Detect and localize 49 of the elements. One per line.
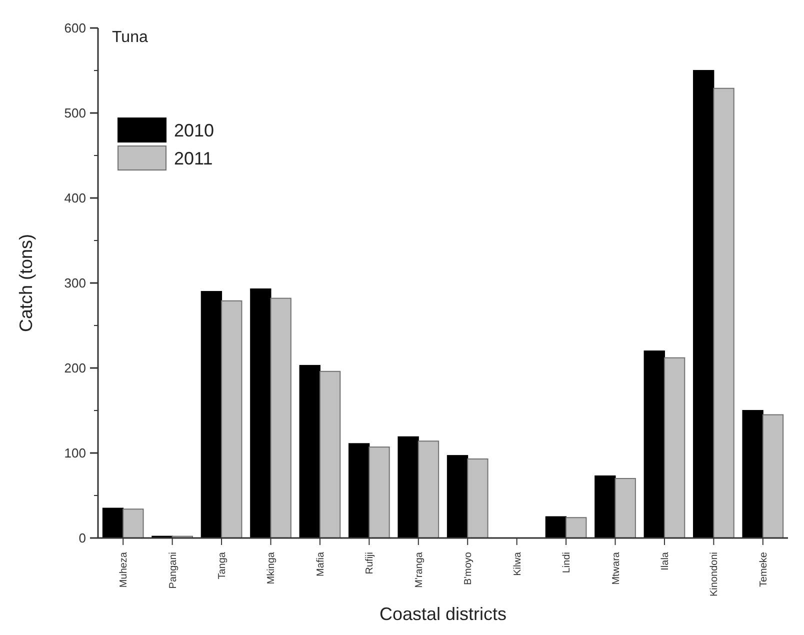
bar [566, 517, 587, 538]
bar [594, 475, 616, 538]
y-tick-label: 500 [64, 106, 86, 121]
bar [446, 455, 468, 538]
legend-label: 2011 [174, 148, 213, 168]
y-tick-label: 100 [64, 446, 86, 461]
bar [200, 291, 222, 538]
bar [299, 364, 320, 538]
bar [221, 300, 242, 538]
bar [368, 446, 390, 538]
bar [467, 458, 488, 538]
y-tick-label: 300 [64, 276, 86, 291]
bar [664, 357, 686, 538]
x-tick-label: Lindi [562, 552, 573, 574]
x-tick-label: Kinondoni [709, 552, 720, 596]
x-tick-label: Rufiji [364, 552, 376, 574]
bar [102, 508, 124, 538]
bar [398, 436, 419, 538]
bar [319, 370, 341, 538]
bar [122, 508, 144, 538]
bar [250, 288, 272, 538]
x-tick-label: Tanga [217, 552, 228, 580]
bar [644, 350, 665, 538]
x-tick-label: Mtwara [610, 552, 622, 585]
x-tick-label: Muheza [118, 552, 130, 588]
bar [270, 298, 292, 538]
bar [713, 88, 734, 538]
y-tick-label: 600 [64, 20, 86, 36]
x-tick-label: Kilwa [512, 552, 524, 576]
bar [742, 410, 764, 538]
y-tick-label: 0 [78, 530, 86, 546]
x-tick-label: Temeke [758, 552, 770, 588]
x-tick-label: Pangani [168, 552, 179, 589]
x-axis-title: Coastal districts [379, 604, 507, 624]
bar [348, 443, 370, 538]
x-tick-label: M'ranga [414, 552, 425, 588]
legend-label: 2010 [174, 120, 214, 140]
bar [762, 414, 784, 538]
y-tick-label: 200 [64, 360, 86, 376]
x-tick-label: Mafia [315, 552, 326, 576]
x-tick-label: B'moyo [463, 552, 474, 586]
bar [693, 70, 714, 538]
y-tick-label: 400 [64, 190, 86, 206]
x-tick-label: Mkinga [266, 552, 278, 584]
bar [614, 478, 636, 538]
y-axis-title: Catch (tons) [16, 234, 36, 332]
bar [418, 440, 440, 538]
x-tick-label: Ilala [660, 552, 671, 570]
chart-title: Tuna [112, 29, 148, 46]
